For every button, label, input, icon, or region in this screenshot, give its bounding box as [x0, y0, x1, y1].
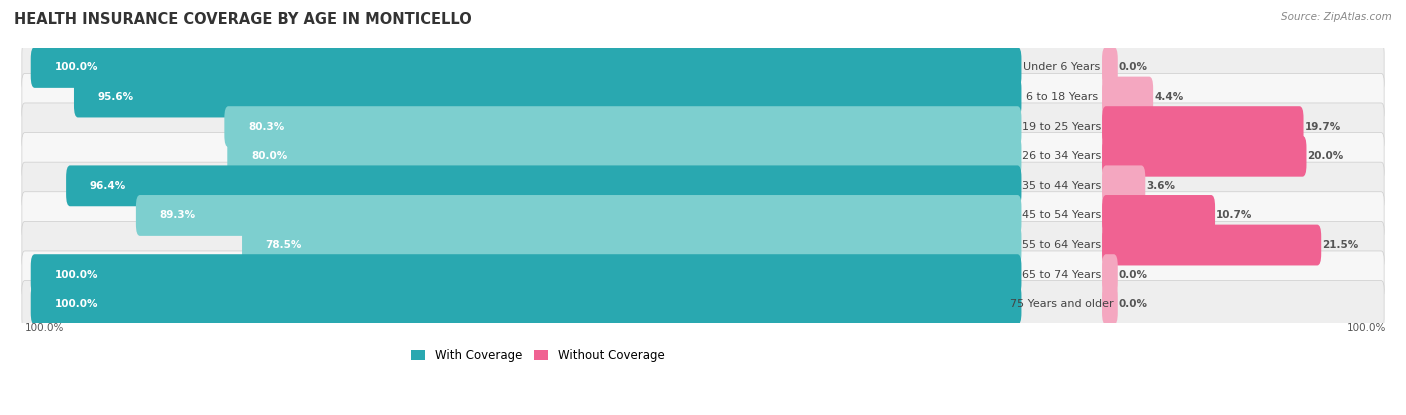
Text: 20.0%: 20.0% — [1308, 151, 1344, 161]
Text: 21.5%: 21.5% — [1322, 240, 1358, 250]
Text: 6 to 18 Years: 6 to 18 Years — [1026, 92, 1098, 102]
Text: 95.6%: 95.6% — [97, 92, 134, 102]
FancyBboxPatch shape — [136, 195, 1021, 236]
FancyBboxPatch shape — [31, 47, 1021, 88]
Text: HEALTH INSURANCE COVERAGE BY AGE IN MONTICELLO: HEALTH INSURANCE COVERAGE BY AGE IN MONT… — [14, 12, 472, 27]
FancyBboxPatch shape — [1102, 166, 1146, 206]
Text: 55 to 64 Years: 55 to 64 Years — [1022, 240, 1101, 250]
Text: 0.0%: 0.0% — [1119, 62, 1147, 73]
Text: 80.0%: 80.0% — [250, 151, 287, 161]
Text: 4.4%: 4.4% — [1154, 92, 1184, 102]
FancyBboxPatch shape — [228, 136, 1021, 177]
Text: 78.5%: 78.5% — [266, 240, 302, 250]
Text: 65 to 74 Years: 65 to 74 Years — [1022, 270, 1101, 280]
Text: 96.4%: 96.4% — [90, 181, 127, 191]
FancyBboxPatch shape — [225, 106, 1021, 147]
FancyBboxPatch shape — [22, 192, 1384, 239]
FancyBboxPatch shape — [22, 132, 1384, 180]
Text: 45 to 54 Years: 45 to 54 Years — [1022, 210, 1101, 220]
FancyBboxPatch shape — [22, 162, 1384, 210]
FancyBboxPatch shape — [1102, 254, 1118, 295]
Text: 100.0%: 100.0% — [55, 299, 98, 309]
FancyBboxPatch shape — [22, 103, 1384, 150]
FancyBboxPatch shape — [31, 284, 1021, 325]
Text: 26 to 34 Years: 26 to 34 Years — [1022, 151, 1101, 161]
FancyBboxPatch shape — [22, 281, 1384, 328]
Text: 75 Years and older: 75 Years and older — [1010, 299, 1114, 309]
Text: 35 to 44 Years: 35 to 44 Years — [1022, 181, 1101, 191]
FancyBboxPatch shape — [22, 251, 1384, 298]
Text: 0.0%: 0.0% — [1119, 299, 1147, 309]
FancyBboxPatch shape — [1102, 106, 1303, 147]
FancyBboxPatch shape — [1102, 195, 1215, 236]
Text: Source: ZipAtlas.com: Source: ZipAtlas.com — [1281, 12, 1392, 22]
Text: 80.3%: 80.3% — [247, 122, 284, 132]
Text: 19 to 25 Years: 19 to 25 Years — [1022, 122, 1101, 132]
Text: 3.6%: 3.6% — [1146, 181, 1175, 191]
FancyBboxPatch shape — [22, 44, 1384, 91]
FancyBboxPatch shape — [1102, 136, 1306, 177]
Text: Under 6 Years: Under 6 Years — [1024, 62, 1101, 73]
FancyBboxPatch shape — [22, 73, 1384, 121]
Text: 100.0%: 100.0% — [1347, 322, 1386, 332]
FancyBboxPatch shape — [31, 254, 1021, 295]
Text: 19.7%: 19.7% — [1305, 122, 1341, 132]
Text: 89.3%: 89.3% — [159, 210, 195, 220]
FancyBboxPatch shape — [1102, 77, 1153, 117]
Text: 10.7%: 10.7% — [1216, 210, 1253, 220]
FancyBboxPatch shape — [1102, 284, 1118, 325]
FancyBboxPatch shape — [75, 77, 1021, 117]
FancyBboxPatch shape — [1102, 225, 1322, 266]
FancyBboxPatch shape — [22, 221, 1384, 269]
Text: 0.0%: 0.0% — [1119, 270, 1147, 280]
FancyBboxPatch shape — [1102, 47, 1118, 88]
Text: 100.0%: 100.0% — [55, 62, 98, 73]
FancyBboxPatch shape — [66, 166, 1021, 206]
Text: 100.0%: 100.0% — [55, 270, 98, 280]
Text: 100.0%: 100.0% — [25, 322, 65, 332]
Legend: With Coverage, Without Coverage: With Coverage, Without Coverage — [406, 345, 669, 367]
FancyBboxPatch shape — [242, 225, 1021, 266]
